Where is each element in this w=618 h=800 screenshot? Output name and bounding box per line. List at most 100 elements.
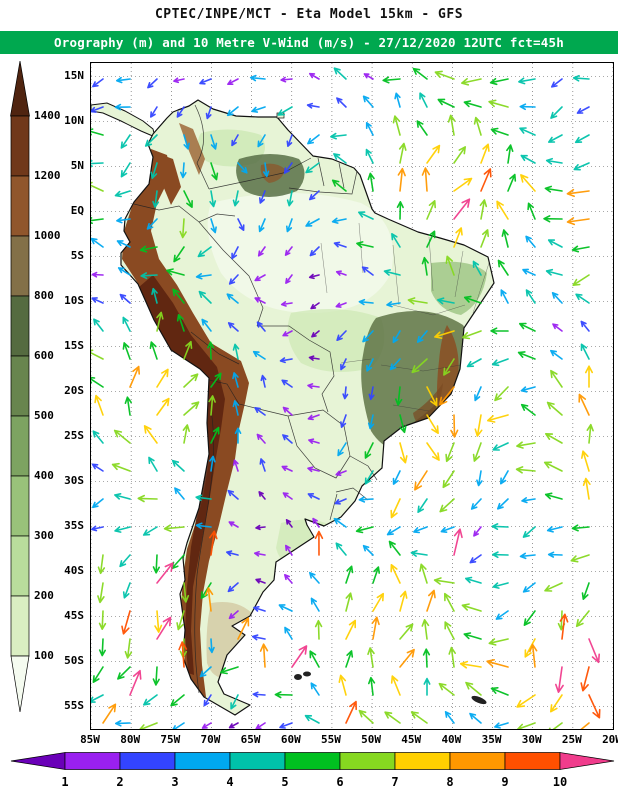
wind-arrow bbox=[461, 603, 482, 612]
wind-arrow bbox=[437, 98, 455, 108]
wind-arrow bbox=[285, 274, 293, 284]
wind-tick-label: 3 bbox=[171, 775, 179, 789]
wind-arrow bbox=[330, 132, 347, 140]
wind-arrow bbox=[578, 393, 590, 416]
wind-arrow bbox=[550, 369, 563, 388]
wind-arrow bbox=[337, 442, 347, 457]
wind-arrow bbox=[201, 318, 212, 332]
wind-arrow bbox=[392, 330, 401, 344]
wind-arrow bbox=[232, 400, 240, 416]
wind-arrow bbox=[333, 517, 347, 528]
wind-arrow bbox=[309, 72, 320, 80]
lon-tick-label: 70W bbox=[200, 733, 221, 746]
wind-arrow bbox=[412, 67, 428, 80]
wind-arrow bbox=[146, 218, 158, 230]
wind-arrow bbox=[252, 691, 266, 698]
wind-arrow bbox=[129, 365, 140, 388]
wind-arrow bbox=[91, 349, 104, 360]
wind-arrow bbox=[390, 564, 401, 584]
wind-arrow bbox=[122, 316, 131, 332]
wind-arrow bbox=[147, 78, 158, 89]
wind-arrow bbox=[571, 524, 590, 532]
wind-arrow bbox=[307, 414, 320, 421]
wind-arrow bbox=[204, 587, 214, 612]
wind-arrow bbox=[421, 167, 431, 192]
coastline-stroke bbox=[120, 99, 495, 716]
wind-arrow bbox=[209, 455, 216, 472]
wind-arrow bbox=[195, 522, 212, 530]
wind-arrow bbox=[259, 458, 266, 472]
wind-arrow bbox=[139, 722, 158, 729]
wind-arrow bbox=[283, 162, 293, 174]
wind-arrow bbox=[122, 582, 131, 599]
wind-arrow bbox=[453, 227, 463, 248]
wind-arrow bbox=[440, 526, 455, 533]
wind-arrow bbox=[488, 638, 509, 646]
wind-arrow bbox=[195, 273, 212, 280]
wind-arrow bbox=[255, 722, 266, 729]
wind-arrow bbox=[358, 298, 374, 306]
wind-arrow bbox=[116, 240, 131, 248]
wind-arrow bbox=[150, 162, 158, 179]
orography-tick-label: 200 bbox=[34, 589, 54, 602]
lon-tick-label: 40W bbox=[441, 733, 462, 746]
wind-arrow bbox=[338, 674, 347, 696]
wind-arrow bbox=[444, 592, 455, 612]
wind-arrow bbox=[345, 700, 357, 724]
wind-arrow bbox=[274, 691, 293, 699]
lat-tick-label: 50S bbox=[64, 653, 84, 667]
lat-tick-label: 25S bbox=[64, 428, 84, 442]
wind-arrow bbox=[572, 74, 590, 82]
wind-arrow bbox=[416, 330, 428, 343]
colombia-andes-fork bbox=[151, 151, 181, 205]
wind-arrow bbox=[492, 442, 509, 451]
wind-arrow bbox=[519, 103, 536, 111]
wind-arrow bbox=[422, 648, 431, 668]
wind-arrow bbox=[453, 177, 473, 192]
wind-arrow bbox=[142, 526, 158, 536]
wind-arrow bbox=[331, 179, 347, 192]
south-georgia-island bbox=[471, 695, 487, 705]
wind-arrow bbox=[309, 650, 320, 668]
wind-arrow bbox=[232, 343, 240, 360]
wind-arrow bbox=[143, 425, 158, 444]
wind-arrow bbox=[588, 694, 601, 719]
wind-arrow bbox=[355, 526, 374, 534]
wind-arrow bbox=[116, 76, 131, 84]
wind-arrow bbox=[309, 571, 320, 584]
wind-arrow bbox=[581, 582, 590, 600]
wind-arrow bbox=[546, 526, 563, 533]
wind-arrow bbox=[119, 554, 131, 568]
wind-arrow bbox=[91, 525, 104, 532]
wind-arrow bbox=[416, 120, 428, 136]
wind-arrow bbox=[183, 373, 199, 388]
wind-arrow bbox=[173, 246, 185, 263]
lat-tick-label: 5N bbox=[70, 158, 84, 172]
wind-arrow bbox=[114, 526, 131, 533]
wind-arrow bbox=[588, 638, 600, 664]
orography-tick-label: 800 bbox=[34, 289, 54, 302]
wind-arrow bbox=[210, 134, 218, 150]
wind-arrow bbox=[209, 190, 217, 208]
map-canvas bbox=[91, 63, 613, 729]
wind-arrow bbox=[280, 76, 293, 83]
wind-arrow bbox=[522, 526, 536, 538]
wind-arrow bbox=[254, 297, 266, 304]
wind-arrow bbox=[335, 470, 347, 476]
wind-arrow bbox=[345, 650, 354, 668]
wind-arrow bbox=[474, 414, 483, 437]
wind-vector-field bbox=[91, 67, 601, 729]
wind-arrow bbox=[227, 322, 239, 332]
map-frame bbox=[90, 62, 614, 730]
wind-arrow bbox=[183, 190, 193, 208]
lat-tick-label: 40S bbox=[64, 563, 84, 577]
wind-arrow bbox=[336, 97, 347, 108]
lat-tick-label: 35S bbox=[64, 518, 84, 532]
wind-arrow bbox=[150, 106, 158, 118]
wind-arrow bbox=[232, 372, 239, 388]
wind-arrow bbox=[361, 266, 374, 276]
wind-arrow bbox=[179, 218, 187, 239]
wind-arrow bbox=[545, 433, 563, 444]
wind-arrow bbox=[486, 659, 509, 668]
wind-arrow bbox=[286, 218, 293, 233]
